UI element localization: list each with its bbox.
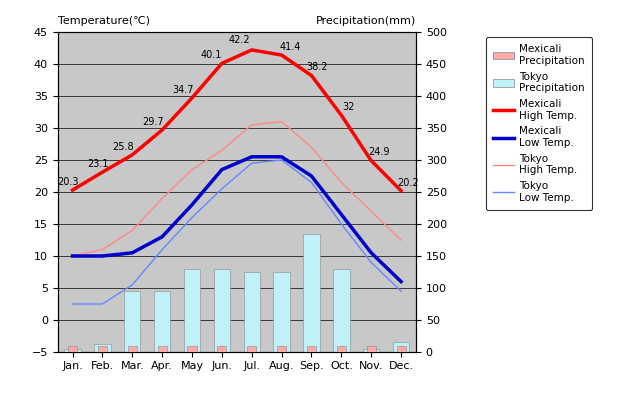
Bar bbox=[188, 346, 196, 352]
Bar bbox=[214, 269, 230, 352]
Text: Temperature(℃): Temperature(℃) bbox=[58, 16, 150, 26]
Bar bbox=[64, 349, 81, 352]
Text: 20.2: 20.2 bbox=[397, 178, 419, 188]
Text: 32: 32 bbox=[342, 102, 355, 112]
Bar bbox=[128, 346, 137, 352]
Bar bbox=[184, 269, 200, 352]
Bar bbox=[337, 346, 346, 352]
Text: 20.3: 20.3 bbox=[58, 177, 79, 187]
Bar bbox=[243, 272, 260, 352]
Text: 41.4: 41.4 bbox=[280, 42, 301, 52]
Bar bbox=[367, 346, 376, 352]
Text: Precipitation(mm): Precipitation(mm) bbox=[316, 16, 416, 26]
Bar bbox=[397, 346, 406, 352]
Bar bbox=[273, 272, 290, 352]
Bar bbox=[303, 234, 320, 352]
Bar bbox=[307, 346, 316, 352]
Bar bbox=[277, 346, 286, 352]
Text: 23.1: 23.1 bbox=[87, 159, 109, 169]
Text: 40.1: 40.1 bbox=[201, 50, 222, 60]
Text: 29.7: 29.7 bbox=[142, 117, 164, 127]
Bar bbox=[218, 346, 227, 352]
Text: 38.2: 38.2 bbox=[307, 62, 328, 72]
Bar bbox=[68, 346, 77, 352]
Text: 42.2: 42.2 bbox=[229, 35, 251, 45]
Bar bbox=[154, 291, 170, 352]
Bar bbox=[157, 346, 166, 352]
Text: 25.8: 25.8 bbox=[113, 142, 134, 152]
Bar bbox=[393, 342, 410, 352]
Bar bbox=[363, 349, 380, 352]
Bar bbox=[333, 269, 349, 352]
Bar bbox=[247, 346, 256, 352]
Legend: Mexicali
Precipitation, Tokyo
Precipitation, Mexicali
High Temp., Mexicali
Low T: Mexicali Precipitation, Tokyo Precipitat… bbox=[486, 37, 592, 210]
Bar bbox=[94, 344, 111, 352]
Text: 34.7: 34.7 bbox=[172, 85, 194, 95]
Bar bbox=[124, 291, 141, 352]
Text: 24.9: 24.9 bbox=[368, 148, 389, 158]
Bar bbox=[98, 346, 107, 352]
